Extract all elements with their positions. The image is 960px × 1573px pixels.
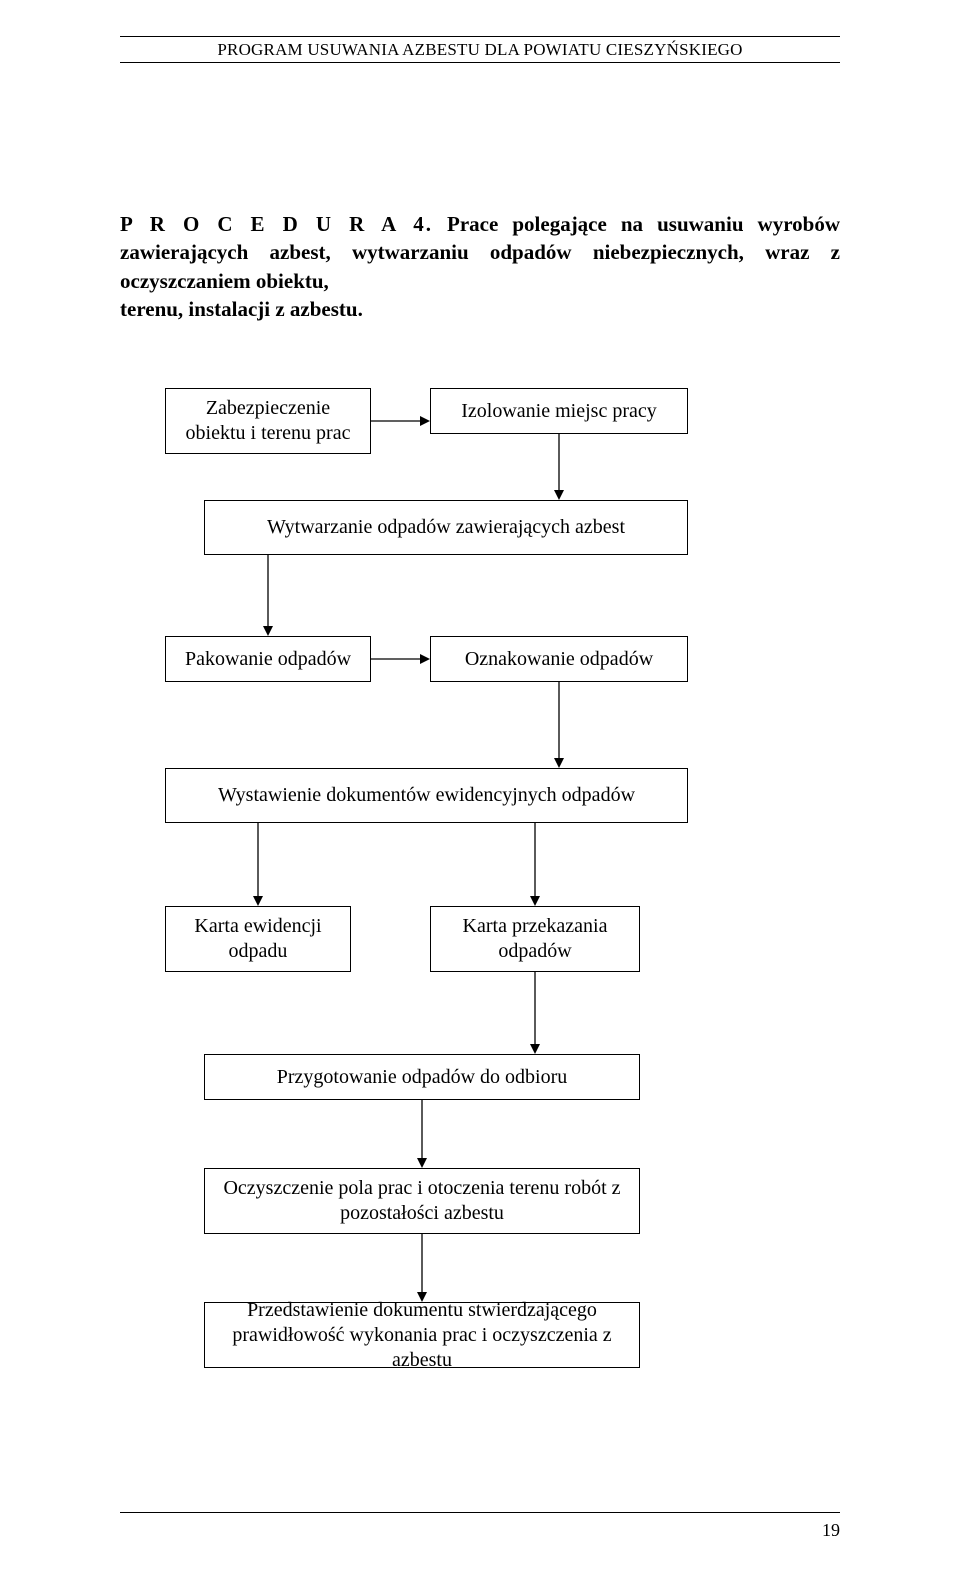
- flow-node-b4: Pakowanie odpadów: [165, 636, 371, 682]
- header-rule-top: [120, 36, 840, 37]
- page-container: PROGRAM USUWANIA AZBESTU DLA POWIATU CIE…: [0, 0, 960, 1573]
- flow-node-b9: Przygotowanie odpadów do odbioru: [204, 1054, 640, 1100]
- title-prefix: P R O C E D U R A 4.: [120, 212, 433, 236]
- flow-node-b8: Karta przekazania odpadów: [430, 906, 640, 972]
- page-number: 19: [822, 1520, 840, 1541]
- running-header: PROGRAM USUWANIA AZBESTU DLA POWIATU CIE…: [0, 40, 960, 60]
- flow-node-b6: Wystawienie dokumentów ewidencyjnych odp…: [165, 768, 688, 823]
- flow-node-b7: Karta ewidencji odpadu: [165, 906, 351, 972]
- flow-node-b11: Przedstawienie dokumentu stwierdzającego…: [204, 1302, 640, 1368]
- title-body-line3: terenu, instalacji z azbestu.: [120, 297, 363, 321]
- header-rule-bottom: [120, 62, 840, 63]
- procedure-title: P R O C E D U R A 4. Prace polegające na…: [120, 210, 840, 323]
- flow-node-b5: Oznakowanie odpadów: [430, 636, 688, 682]
- flow-node-b3: Wytwarzanie odpadów zawierających azbest: [204, 500, 688, 555]
- footer-rule: [120, 1512, 840, 1513]
- flow-node-b2: Izolowanie miejsc pracy: [430, 388, 688, 434]
- flow-node-b10: Oczyszczenie pola prac i otoczenia teren…: [204, 1168, 640, 1234]
- flow-node-b1: Zabezpieczenie obiektu i terenu prac: [165, 388, 371, 454]
